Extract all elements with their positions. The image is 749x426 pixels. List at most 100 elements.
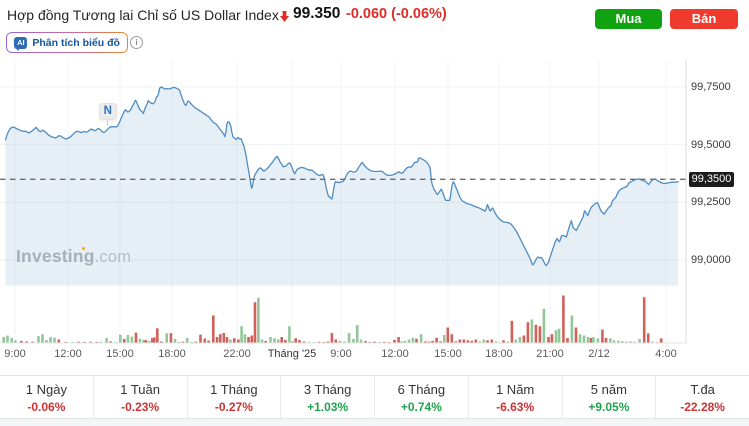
- timeframe-change-value: -22.28%: [680, 400, 725, 414]
- x-axis-label: 2/12: [588, 348, 610, 360]
- y-axis-label: 99,7500: [691, 81, 731, 93]
- volume-bar: [466, 340, 470, 343]
- volume-bar: [264, 341, 267, 343]
- watermark-suffix: .com: [94, 248, 132, 266]
- volume-bar: [454, 341, 458, 343]
- price-down-arrow-icon: [280, 11, 289, 22]
- buy-button[interactable]: Mua: [595, 9, 662, 29]
- volume-bar: [6, 335, 9, 343]
- volume-bar: [601, 329, 604, 343]
- volume-bar: [510, 320, 514, 343]
- volume-bar: [240, 326, 243, 343]
- volume-bar: [419, 334, 423, 343]
- volume-bar: [294, 338, 297, 343]
- volume-bar: [298, 340, 301, 343]
- volume-bar: [462, 339, 466, 343]
- volume-bar: [207, 340, 210, 343]
- timeframe-cell[interactable]: 1 Tháng -0.27%: [186, 376, 281, 418]
- volume-bar: [617, 340, 620, 343]
- sell-button[interactable]: Bán: [670, 9, 738, 29]
- timeframe-cell[interactable]: 3 Tháng +1.03%: [280, 376, 374, 418]
- volume-bar: [45, 340, 48, 343]
- timeframe-cell[interactable]: 5 năm +9.05%: [561, 376, 656, 418]
- volume-bar: [280, 337, 283, 343]
- timeframe-label: 1 Năm: [495, 382, 535, 397]
- volume-bar: [2, 337, 5, 343]
- ai-analyze-chart-button[interactable]: AI Phân tích biểu đồ: [6, 32, 129, 53]
- volume-bar: [439, 341, 442, 343]
- volume-bar: [659, 338, 663, 343]
- timeframe-label: 1 Ngày: [25, 382, 67, 397]
- chart-canvas: [0, 60, 687, 344]
- volume-bar: [31, 341, 34, 343]
- timeframe-cell[interactable]: 6 Tháng +0.74%: [374, 376, 468, 418]
- volume-bar: [215, 336, 219, 343]
- timeframe-cell[interactable]: 1 Năm -6.63%: [467, 376, 562, 418]
- volume-bar: [424, 341, 427, 343]
- volume-bar: [352, 339, 355, 343]
- y-axis-label: 99,5000: [691, 138, 731, 151]
- volume-bar: [621, 341, 624, 343]
- volume-bar: [474, 339, 478, 343]
- volume-bar: [490, 339, 494, 343]
- x-axis-label: 9:00: [330, 348, 352, 360]
- volume-bar: [566, 338, 569, 343]
- volume-bar: [291, 341, 294, 343]
- volume-bar: [538, 326, 542, 343]
- volume-bar: [470, 340, 473, 343]
- volume-bar: [530, 319, 534, 343]
- volume-bar: [446, 327, 450, 343]
- volume-bar: [302, 341, 306, 343]
- volume-bar: [589, 338, 593, 343]
- volume-bar: [83, 341, 86, 343]
- volume-bar: [229, 339, 232, 343]
- volume-bar: [122, 339, 126, 343]
- volume-bar: [518, 337, 522, 343]
- volume-bar: [144, 340, 148, 343]
- volume-bar: [562, 295, 565, 343]
- volume-bar: [494, 341, 498, 343]
- volume-bar: [190, 341, 193, 343]
- volume-bar: [95, 341, 98, 343]
- timeframe-label: 1 Tháng: [210, 382, 258, 397]
- price-area-fill: [5, 86, 679, 286]
- volume-bar: [185, 337, 189, 343]
- timeframe-cell[interactable]: 1 Tuần -0.23%: [92, 376, 187, 418]
- timeframe-cell[interactable]: T.đa -22.28%: [655, 376, 749, 418]
- volume-bar: [126, 335, 130, 343]
- last-price-axis-badge: 99,3500: [689, 171, 734, 188]
- timeframe-label: 1 Tuần: [120, 382, 160, 397]
- volume-bar: [506, 341, 510, 343]
- volume-bar: [233, 338, 236, 343]
- volume-bar: [586, 337, 590, 343]
- x-axis-label: 22:00: [223, 348, 251, 360]
- volume-bar: [373, 341, 376, 343]
- volume-bar: [134, 332, 138, 343]
- instrument-header: Hợp đồng Tương lai Chỉ số US Dollar Inde…: [0, 0, 749, 30]
- volume-bar: [203, 338, 207, 343]
- y-axis-label: 99,0000: [691, 254, 731, 266]
- volume-bar: [277, 339, 280, 343]
- info-icon[interactable]: i: [130, 36, 143, 49]
- price-change: -0.060 (-0.06%): [346, 6, 447, 22]
- volume-bar: [77, 341, 80, 343]
- volume-bar: [359, 339, 363, 343]
- volume-bar: [269, 337, 272, 343]
- volume-bar: [415, 338, 418, 343]
- volume-bar: [482, 339, 486, 343]
- volume-bar: [105, 337, 108, 343]
- volume-bar: [25, 341, 28, 343]
- volume-bar: [253, 302, 257, 343]
- news-event-marker[interactable]: N: [99, 103, 117, 126]
- volume-bar: [592, 337, 595, 343]
- x-axis-label: 18:00: [158, 348, 186, 360]
- volume-bar: [542, 308, 546, 343]
- volume-bar: [119, 334, 122, 343]
- volume-bar: [334, 339, 337, 343]
- volume-bar: [199, 334, 202, 343]
- timeframe-cell[interactable]: 1 Ngày -0.06%: [0, 376, 93, 418]
- volume-bar: [338, 341, 342, 343]
- volume-bar: [13, 340, 17, 343]
- price-chart[interactable]: Investing.com N 99,3500 99,7500 99,5000 99…: [0, 56, 749, 362]
- volume-bar: [212, 315, 215, 343]
